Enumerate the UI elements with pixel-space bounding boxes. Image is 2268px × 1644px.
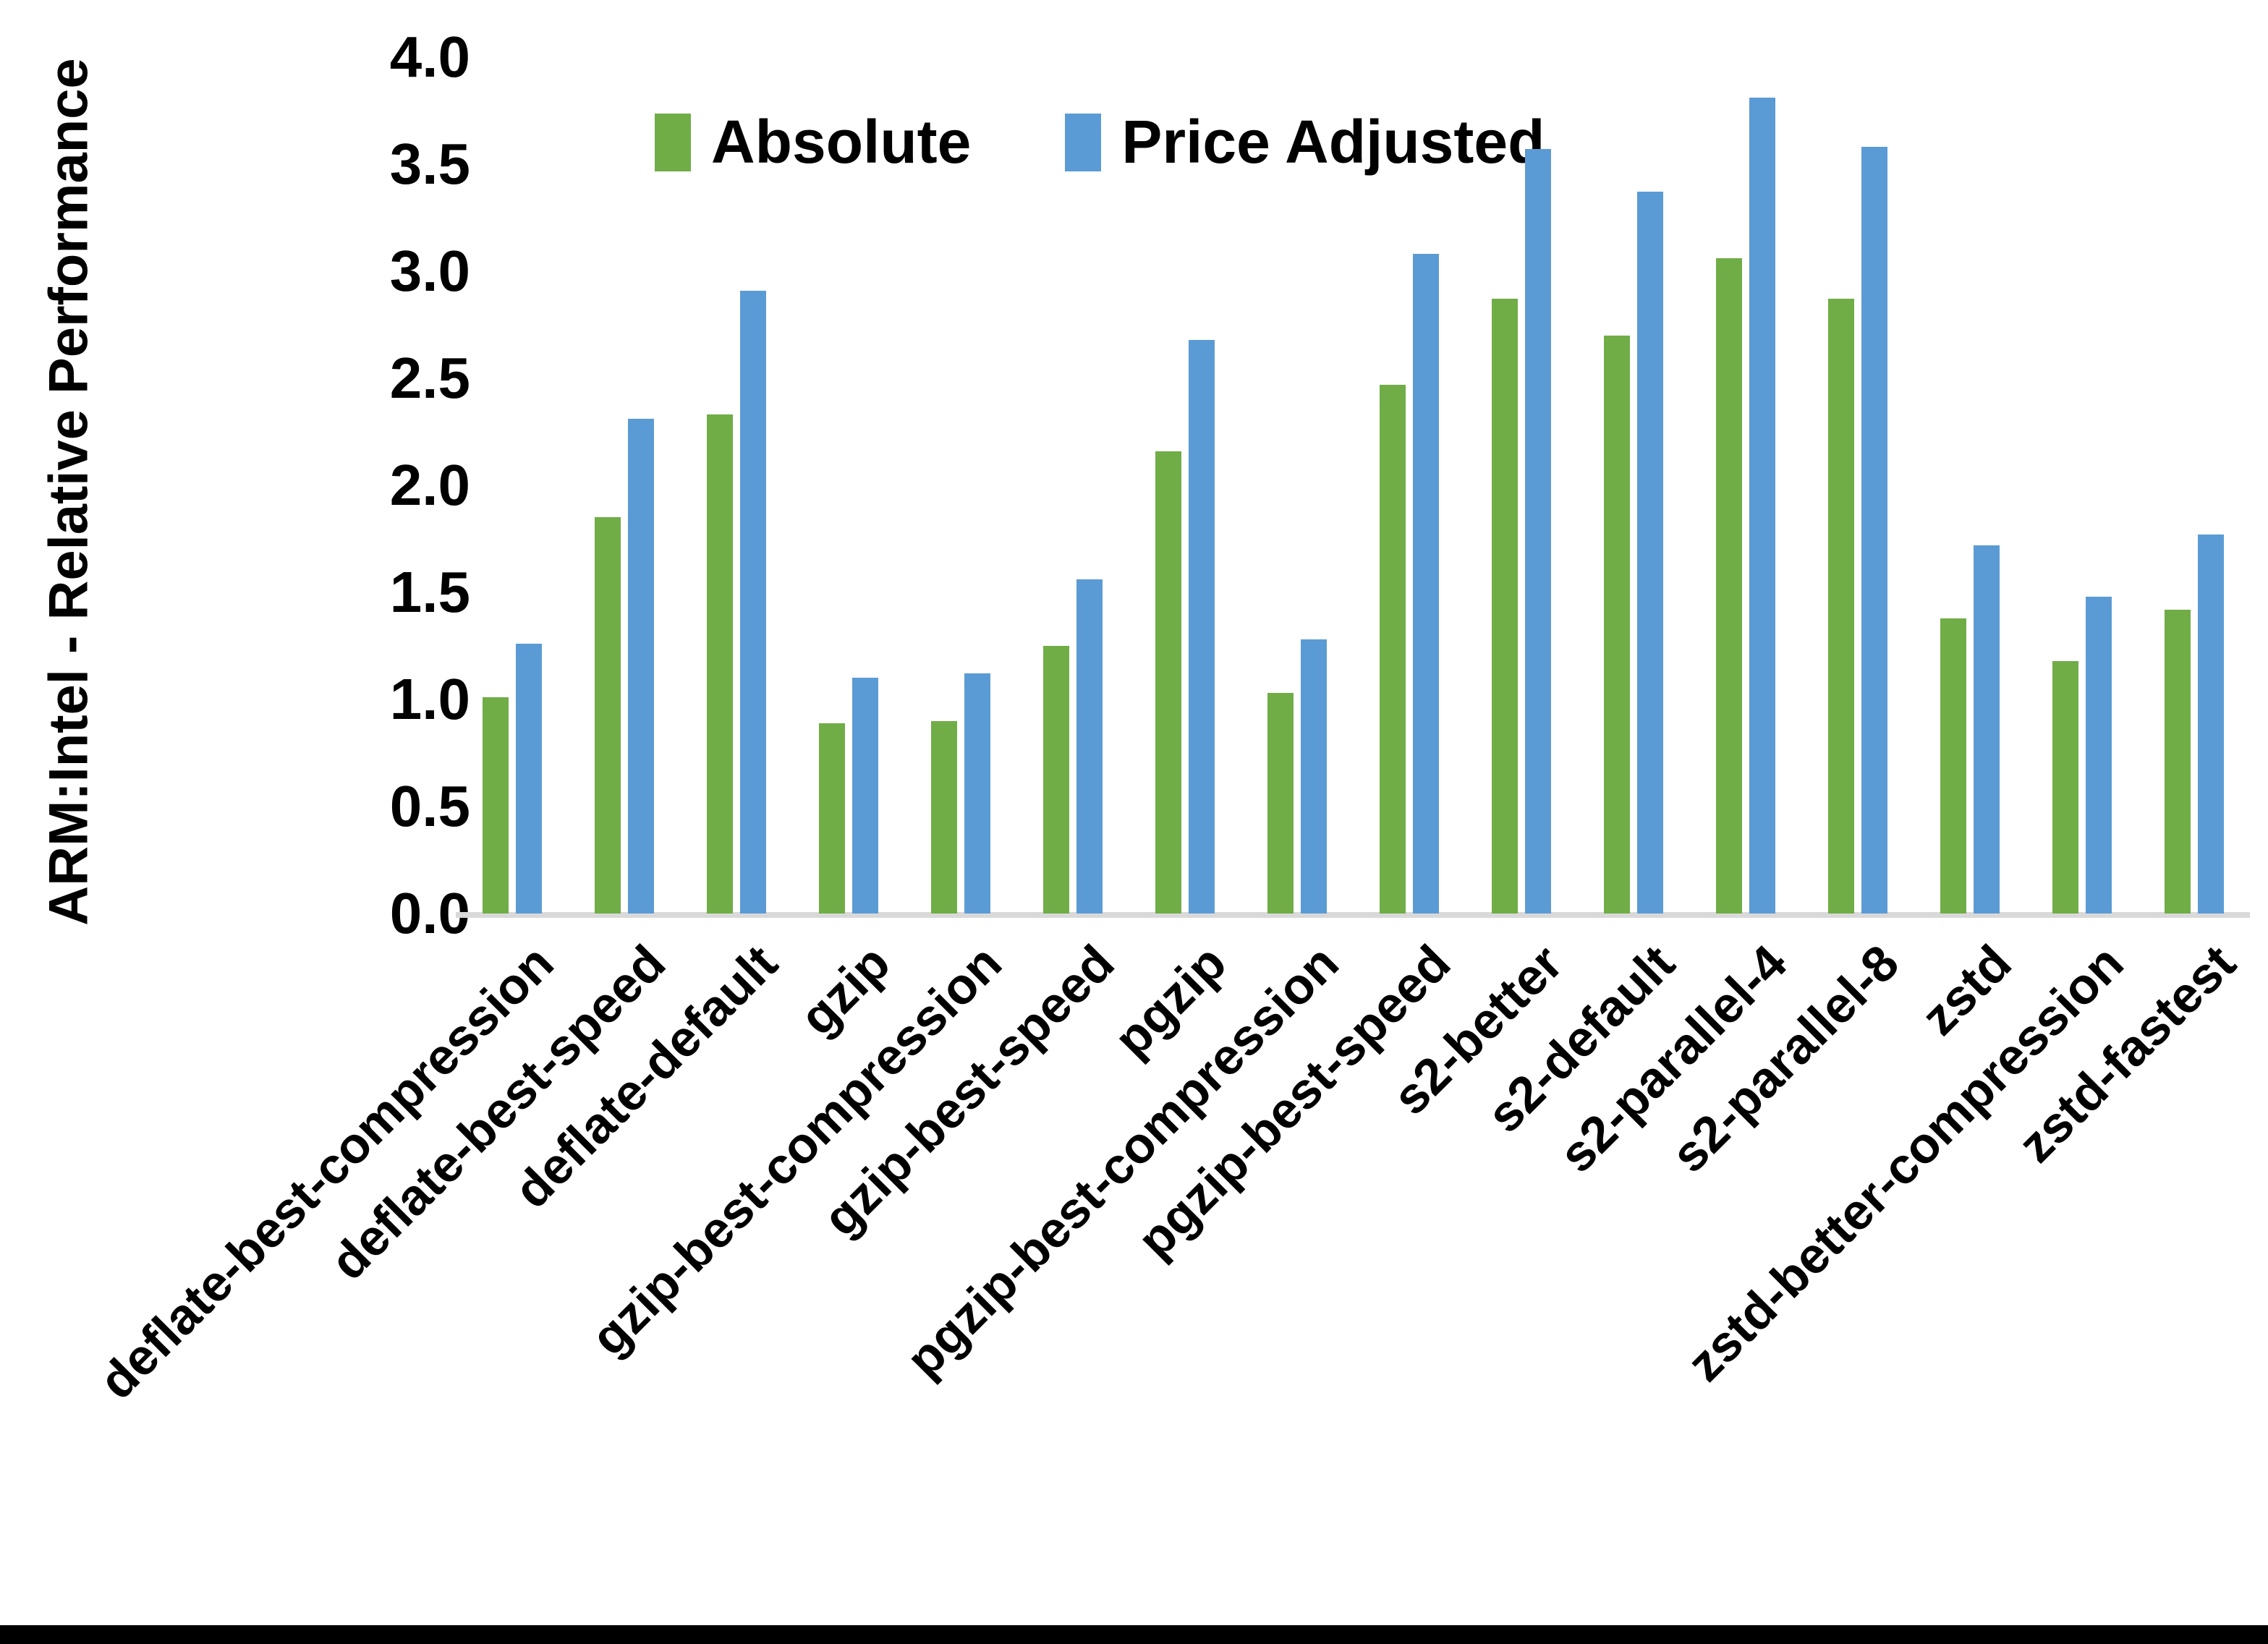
x-axis-line: [456, 912, 2250, 918]
bar-absolute-zstd: [1940, 618, 1966, 913]
legend: Absolute Price Adjusted: [655, 107, 1545, 177]
bar-price-adjusted-gzip: [852, 678, 878, 913]
bar-price-adjusted-pgzip: [1189, 340, 1215, 913]
bar-absolute-deflate-default: [707, 414, 733, 913]
bar-absolute-pgzip-best-compression: [1267, 693, 1294, 913]
bar-price-adjusted-zstd-fastest: [2198, 534, 2224, 913]
bar-price-adjusted-s2-default: [1637, 192, 1663, 913]
bar-absolute-gzip: [819, 723, 845, 913]
x-axis-category-label: deflate-best-compression: [88, 934, 564, 1410]
y-axis-tick-label: 0.5: [389, 774, 470, 838]
bar-absolute-gzip-best-compression: [931, 721, 957, 913]
bar-price-adjusted-s2-parallel-8: [1861, 147, 1887, 913]
bar-price-adjusted-deflate-best-speed: [628, 419, 654, 913]
bar-absolute-s2-parallel-4: [1716, 258, 1742, 913]
legend-item-absolute: Absolute: [655, 107, 971, 177]
bar-price-adjusted-gzip-best-compression: [964, 673, 990, 913]
legend-label-absolute: Absolute: [711, 108, 972, 176]
bar-price-adjusted-deflate-default: [740, 291, 766, 913]
y-axis-tick-label: 4.0: [389, 25, 470, 89]
legend-swatch-absolute: [655, 113, 691, 171]
bar-price-adjusted-pgzip-best-speed: [1413, 254, 1439, 913]
bar-price-adjusted-zstd: [1974, 545, 2000, 913]
bar-absolute-s2-better: [1492, 299, 1518, 913]
bar-price-adjusted-gzip-best-speed: [1076, 579, 1103, 913]
y-axis-tick-label: 3.0: [389, 239, 470, 303]
bottom-border: [0, 1625, 2268, 1644]
y-axis-tick-label: 0.0: [389, 881, 470, 945]
y-axis-tick-label: 3.5: [389, 132, 470, 196]
bar-absolute-pgzip: [1155, 451, 1181, 913]
bar-absolute-s2-parallel-8: [1828, 299, 1854, 913]
y-axis-tick-label: 2.5: [389, 346, 470, 410]
bar-absolute-zstd-better-compression: [2052, 661, 2078, 913]
bar-absolute-gzip-best-speed: [1043, 646, 1069, 913]
bar-price-adjusted-pgzip-best-compression: [1301, 639, 1327, 913]
bar-price-adjusted-s2-better: [1525, 149, 1551, 913]
bar-absolute-pgzip-best-speed: [1380, 385, 1406, 913]
bar-absolute-deflate-best-compression: [483, 697, 509, 913]
y-axis-tick-label: 2.0: [389, 453, 470, 517]
bar-price-adjusted-s2-parallel-4: [1749, 98, 1775, 913]
y-axis-tick-label: 1.5: [389, 560, 470, 624]
y-axis-tick-label: 1.0: [389, 667, 470, 731]
bar-absolute-s2-default: [1604, 336, 1630, 913]
bar-price-adjusted-deflate-best-compression: [516, 644, 542, 913]
bar-price-adjusted-zstd-better-compression: [2086, 597, 2112, 913]
y-axis-title: ARM:Intel - Relative Performance: [38, 58, 100, 926]
bar-absolute-deflate-best-speed: [595, 517, 621, 913]
bar-absolute-zstd-fastest: [2165, 610, 2191, 913]
legend-item-price-adjusted: Price Adjusted: [1065, 107, 1545, 177]
legend-label-price-adjusted: Price Adjusted: [1121, 108, 1545, 176]
legend-swatch-price-adjusted: [1065, 113, 1102, 171]
